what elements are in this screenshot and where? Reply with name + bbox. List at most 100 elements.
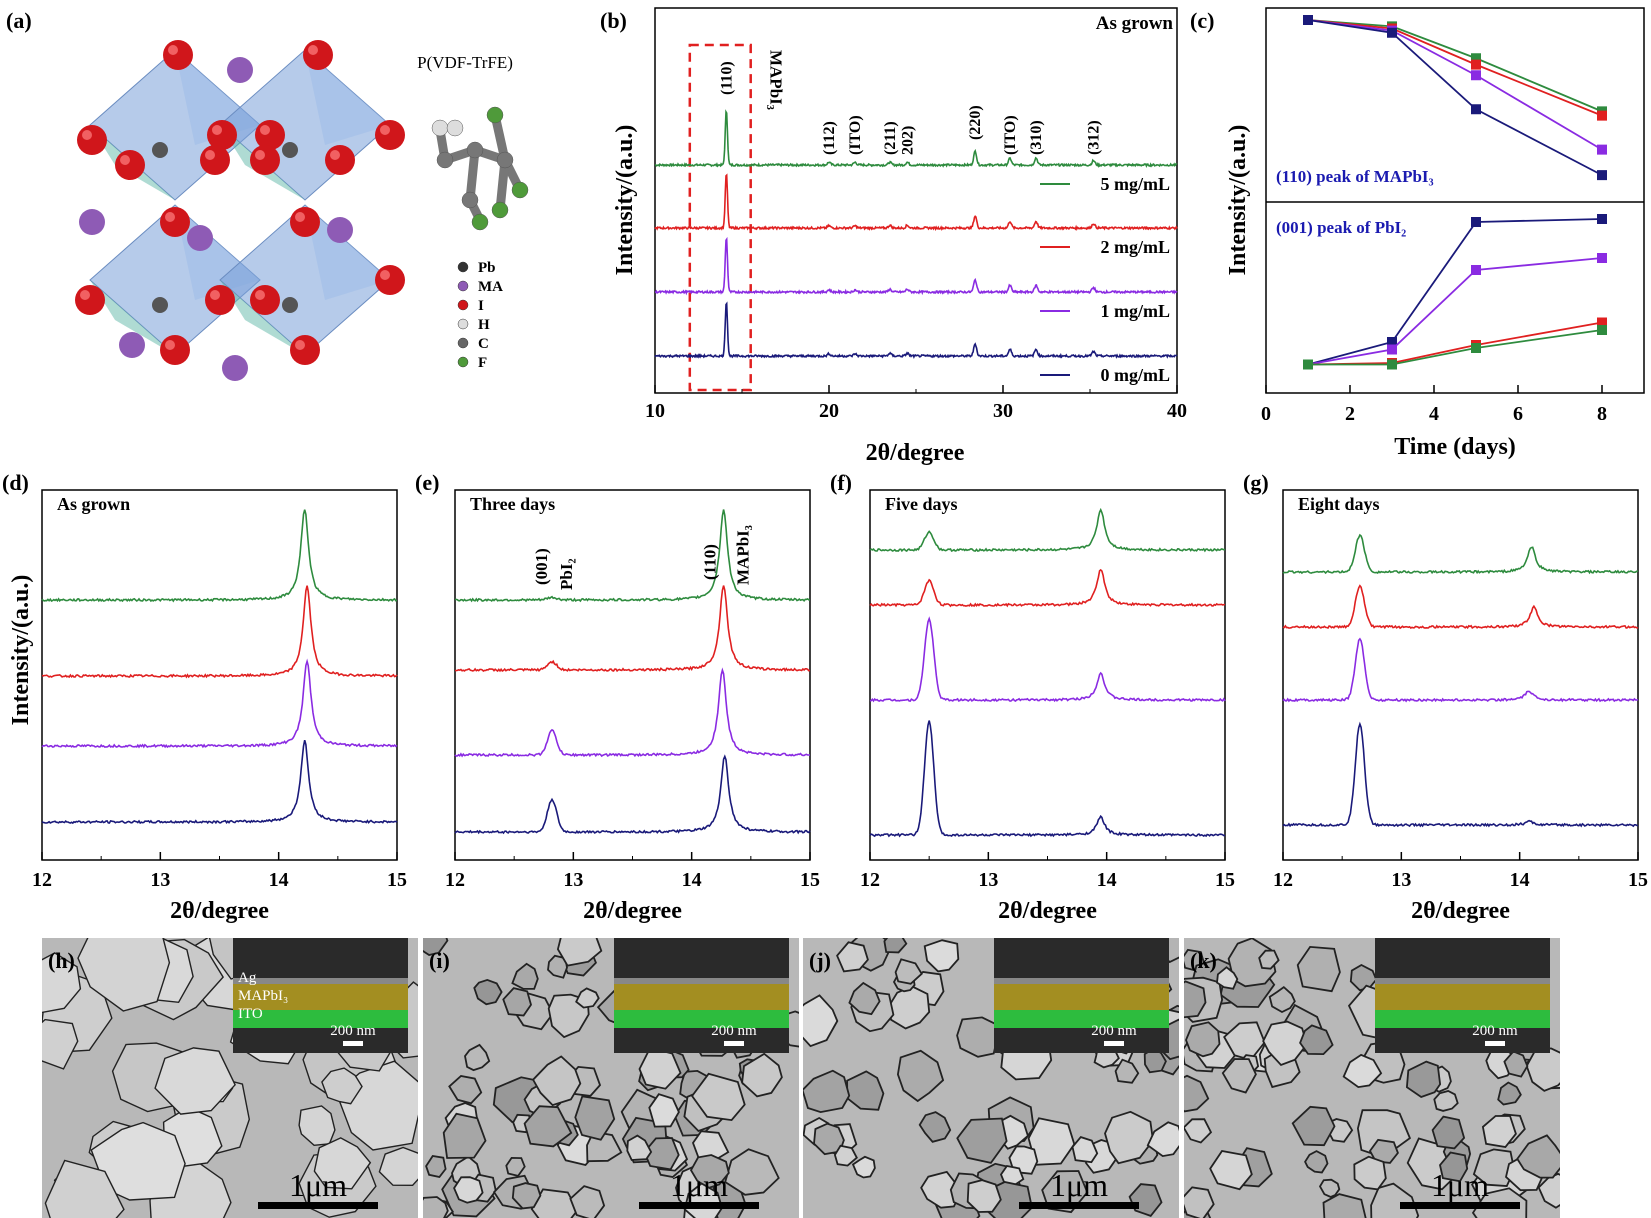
iodine-highlight bbox=[205, 150, 215, 160]
inset-mapbi3-layer bbox=[233, 984, 408, 1010]
zoom-series-2 bbox=[41, 658, 398, 749]
sem-grain bbox=[44, 1159, 125, 1218]
mapbi3-box-label: MAPbI₃ bbox=[767, 50, 786, 110]
sem-grain bbox=[896, 1049, 945, 1103]
mapbi3-trend-marker bbox=[1303, 15, 1313, 25]
zoom-series-3 bbox=[869, 720, 1226, 838]
peak-label: (112) bbox=[821, 121, 838, 155]
zoom-series-0 bbox=[41, 509, 398, 603]
sem-grain bbox=[448, 1075, 483, 1105]
sem-grain bbox=[689, 1154, 730, 1190]
sem-grain bbox=[1516, 1134, 1560, 1179]
sem-grain bbox=[530, 1188, 579, 1218]
panel-label: (d) bbox=[2, 470, 29, 495]
polymer-atom bbox=[486, 106, 504, 124]
sem-grain bbox=[1439, 1151, 1469, 1183]
inset-scalebar-label: 200 nm bbox=[1472, 1023, 1518, 1039]
sem-grain bbox=[473, 978, 503, 1006]
sem-grain bbox=[42, 952, 82, 1014]
sem-grain bbox=[1268, 985, 1296, 1014]
x-tick-label: 13 bbox=[150, 869, 170, 891]
x-tick-label: 8 bbox=[1597, 403, 1607, 425]
sem-grain bbox=[883, 938, 908, 954]
polymer-atom bbox=[436, 151, 454, 169]
polymer-bond bbox=[465, 145, 480, 205]
x-tick-label: 30 bbox=[993, 400, 1013, 422]
inset-scalebar-label: 200 nm bbox=[711, 1023, 757, 1039]
x-tick-label: 15 bbox=[387, 869, 407, 891]
sem-grain bbox=[1221, 1058, 1257, 1094]
iodine-highlight bbox=[255, 150, 265, 160]
perovskite-structure-illustration bbox=[75, 40, 405, 381]
sem-grain bbox=[803, 1069, 851, 1114]
xrd-series-5-mg-mL bbox=[654, 109, 1178, 168]
sem-grain bbox=[1184, 1186, 1215, 1218]
pbi2-trend-marker bbox=[1387, 337, 1397, 347]
mapbi3-trend-line bbox=[1307, 19, 1603, 113]
iodine-atom bbox=[163, 40, 193, 70]
legend-dot bbox=[457, 261, 469, 273]
sem-grain bbox=[423, 1196, 449, 1218]
sem-grain bbox=[1146, 1121, 1179, 1158]
sem-grain bbox=[1431, 1115, 1466, 1150]
octahedron-face bbox=[305, 205, 390, 300]
panel-c-xlabel: Time (days) bbox=[1394, 434, 1516, 460]
mapbi3-highlight-box bbox=[688, 43, 752, 392]
ma-molecule bbox=[119, 332, 145, 358]
polymer-atom bbox=[511, 181, 529, 199]
sem-panel-j: 200 nm 1μm (j) bbox=[803, 938, 1179, 1218]
sem-grain bbox=[1318, 1178, 1341, 1198]
polymer-atom bbox=[466, 141, 484, 159]
peak-label: (211) bbox=[882, 121, 899, 155]
panel-title: Five days bbox=[885, 494, 958, 514]
panel-a-label: (a) bbox=[6, 8, 32, 33]
iodine-atom bbox=[290, 207, 320, 237]
sem-grain bbox=[1497, 1081, 1522, 1106]
panel-label: (e) bbox=[415, 470, 439, 495]
mapbi3-trend-marker bbox=[1471, 70, 1481, 81]
mapbi3-trend-marker bbox=[1471, 53, 1481, 64]
panel-xlabel: 2θ/degree bbox=[583, 898, 682, 924]
x-tick-label: 12 bbox=[860, 869, 880, 891]
zoom-panel-g: (g) Eight days 12 13 14 15 2θ/degree bbox=[1243, 470, 1648, 924]
sem-grain bbox=[1184, 1118, 1213, 1144]
pb-atom bbox=[152, 297, 168, 313]
sem-scalebar bbox=[639, 1202, 759, 1209]
pbi2-trend-line bbox=[1307, 218, 1603, 366]
legend-label: 1 mg/mL bbox=[1101, 301, 1171, 321]
xrd-series-0-mg-mL bbox=[654, 301, 1178, 359]
zoom-series-3 bbox=[41, 739, 398, 825]
sem-grain bbox=[1184, 980, 1207, 1019]
ma-molecule bbox=[327, 217, 353, 243]
sem-scalebar-label: 1μm bbox=[670, 1167, 728, 1203]
panel-frame bbox=[454, 489, 811, 861]
sem-grain bbox=[531, 1055, 582, 1107]
x-tick-label: 15 bbox=[800, 869, 820, 891]
iodine-atom bbox=[325, 145, 355, 175]
sem-panel-i: 200 nm 1μm (i) bbox=[423, 938, 799, 1218]
sem-panel-label: (j) bbox=[809, 948, 831, 973]
legend-label-F: F bbox=[478, 355, 487, 371]
sem-grain bbox=[1262, 1020, 1308, 1067]
panel-label: (f) bbox=[830, 470, 852, 495]
sem-grain bbox=[1304, 1150, 1329, 1174]
iodine-highlight bbox=[212, 125, 222, 135]
panel-c-plot-area: 0 2 4 6 8 bbox=[1261, 15, 1607, 425]
pbi2-trend-marker bbox=[1471, 343, 1481, 353]
x-tick-label: 20 bbox=[819, 400, 839, 422]
peak-label: (310) bbox=[1028, 120, 1045, 155]
sem-grain bbox=[836, 941, 869, 973]
pb-atom bbox=[152, 142, 168, 158]
iodine-highlight bbox=[295, 212, 305, 222]
mapbi3-trend-line bbox=[1307, 19, 1603, 176]
sem-grain bbox=[833, 1144, 858, 1167]
inset-ito-layer bbox=[233, 1010, 408, 1028]
iodine-highlight bbox=[80, 290, 90, 300]
x-tick-label: 14 bbox=[1097, 869, 1117, 891]
annotation: MAPbI₃ bbox=[734, 525, 753, 585]
sem-scalebar bbox=[1019, 1202, 1139, 1209]
xrd-series-2-mg-mL bbox=[654, 173, 1178, 232]
iodine-atom bbox=[205, 285, 235, 315]
dashed-box bbox=[688, 43, 752, 392]
